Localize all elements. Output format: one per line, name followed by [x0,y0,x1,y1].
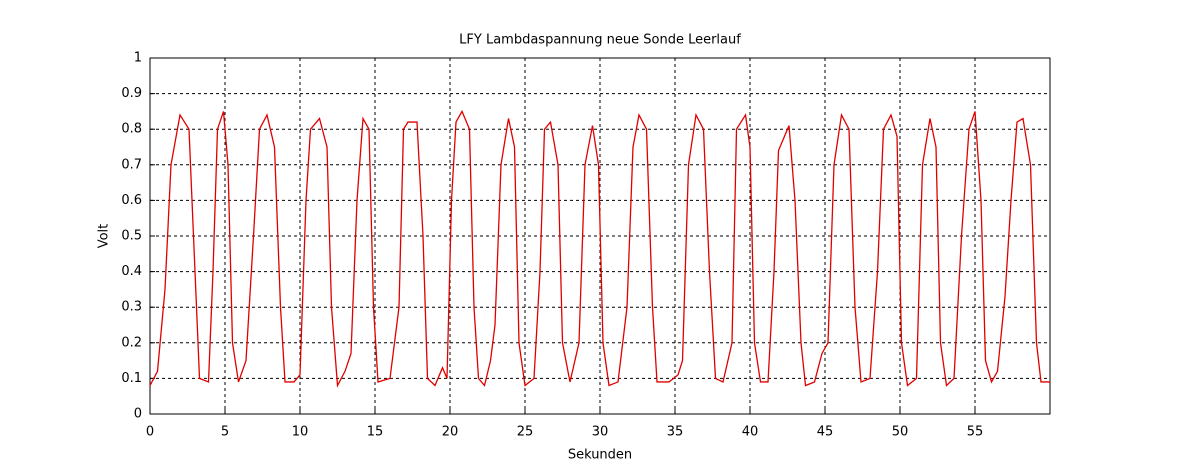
y-tick-label: 0.8 [121,122,142,137]
x-tick-label: 20 [442,425,459,440]
y-tick-label: 0.4 [121,264,142,279]
x-tick-label: 50 [892,425,909,440]
y-tick-label: 0 [134,407,142,422]
x-tick-label: 40 [742,425,759,440]
y-tick-label: 0.5 [121,229,142,244]
chart-title: LFY Lambdaspannung neue Sonde Leerlauf [459,33,741,48]
y-axis-label: Volt [97,224,112,249]
y-tick-label: 0.6 [121,193,142,208]
x-tick-label: 10 [292,425,309,440]
x-tick-label: 55 [967,425,984,440]
x-tick-label: 15 [367,425,384,440]
y-tick-label: 0.7 [121,157,142,172]
y-tick-label: 0.2 [121,335,142,350]
x-tick-label: 45 [817,425,834,440]
data-line [149,109,1050,388]
x-tick-label: 25 [517,425,534,440]
y-tick-label: 0.3 [121,300,142,315]
x-axis-label: Sekunden [568,448,632,463]
x-tick-label: 0 [146,425,154,440]
y-tick-label: 1 [134,51,142,66]
x-tick-label: 30 [592,425,609,440]
x-tick-label: 5 [221,425,229,440]
y-tick-label: 0.9 [121,86,142,101]
x-tick-label: 35 [667,425,684,440]
y-tick-label: 0.1 [121,371,142,386]
